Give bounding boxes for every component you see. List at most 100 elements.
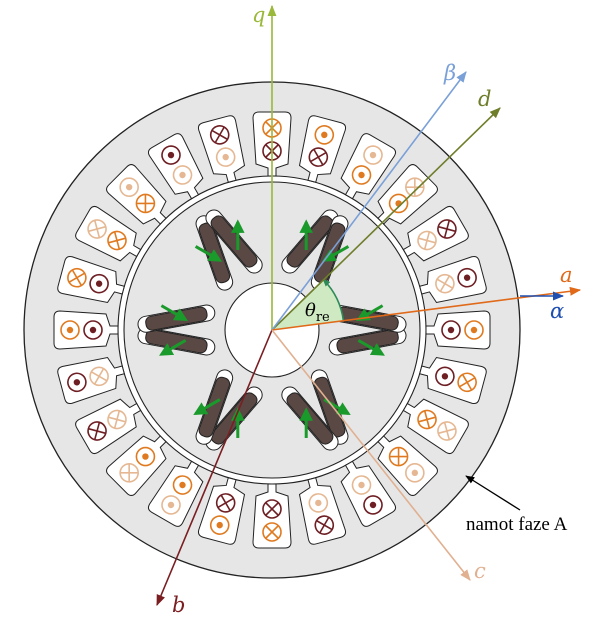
stator-slot (425, 310, 491, 350)
stator-slot (57, 356, 125, 405)
conductor-out (67, 372, 87, 393)
stator-slot (147, 133, 204, 200)
axis-c-label: c (474, 559, 486, 583)
conductor-out (308, 493, 329, 513)
conductor-out (388, 193, 409, 214)
axis-alpha-label: α (550, 299, 564, 323)
conductor-in (388, 446, 409, 467)
conductor-in (435, 273, 455, 294)
annotation-label: namot faze A (466, 514, 568, 535)
conductor-out (435, 366, 455, 387)
conductor-out (209, 515, 230, 535)
slot-opening (340, 133, 397, 200)
conductor-out (119, 177, 139, 197)
stator-slot (75, 205, 142, 262)
stator-slot (377, 435, 438, 496)
slot-opening (147, 133, 204, 200)
theta-re-sector (272, 279, 344, 330)
conductor-in (437, 421, 457, 441)
conductor-in (417, 230, 437, 251)
rotor-magnet (328, 327, 407, 356)
stator-slot (57, 255, 125, 304)
conductor-in (107, 409, 127, 430)
stator-slot (402, 205, 469, 262)
stator-slot (298, 477, 347, 545)
conductor-in (119, 463, 139, 483)
axis-c (271, 329, 471, 581)
stator-slot (340, 133, 397, 200)
slot-opening (75, 205, 142, 262)
conductor-out (161, 145, 181, 165)
conductor-in (405, 177, 425, 197)
conductor-in (262, 499, 282, 519)
stator-slot (75, 398, 142, 455)
conductor-out (363, 495, 383, 515)
slot-opening (402, 205, 469, 262)
conductor-out (161, 495, 181, 515)
conductor-out (215, 147, 236, 167)
axis-beta (271, 71, 467, 331)
axis-a-label: a (560, 263, 573, 287)
rotor-magnet (205, 209, 263, 274)
theta-re-label: θre (305, 300, 330, 325)
stator-slot (419, 356, 487, 405)
stator-slot (106, 435, 167, 496)
slot-opening (75, 398, 142, 455)
conductor-out (314, 125, 335, 145)
stator-slot (147, 460, 204, 527)
theta-re-arc (322, 278, 345, 321)
axis-b (156, 329, 273, 607)
conductor-in (135, 193, 156, 214)
slot-opening (340, 460, 397, 527)
conductor-out (60, 320, 80, 340)
flux-arrow (193, 398, 221, 415)
conductor-in (417, 409, 437, 430)
axis-d (271, 107, 501, 331)
conductor-in (314, 515, 335, 535)
conductor-in (67, 267, 87, 288)
stator-slot (106, 164, 167, 225)
stator-slot (197, 477, 246, 545)
flux-arrow (321, 245, 350, 262)
conductor-out (172, 475, 193, 495)
conductor-out (351, 475, 372, 495)
conductor-in (308, 147, 329, 167)
stator-slot (340, 460, 397, 527)
conductor-out (405, 463, 425, 483)
conductor-in (437, 219, 457, 239)
stator-slot (298, 115, 347, 183)
conductor-in (89, 366, 109, 387)
flux-arrow (159, 339, 187, 356)
slot-opening (147, 460, 204, 527)
reference-axes (156, 4, 582, 607)
conductor-out (83, 320, 103, 340)
flux-arrow (356, 304, 384, 321)
rotor-magnet (137, 327, 216, 356)
stator-slots (53, 111, 491, 549)
stator-slot (197, 115, 246, 183)
conductor-in (87, 219, 107, 239)
slot-opening (402, 398, 469, 455)
stator-slot (402, 398, 469, 455)
conductor-in (107, 230, 127, 251)
conductor-in (87, 421, 107, 441)
conductor-in (215, 493, 236, 513)
stator-slot (53, 310, 119, 350)
flux-arrow (194, 245, 223, 262)
conductor-out (172, 165, 193, 185)
conductor-in (262, 522, 282, 542)
conductor-out (457, 267, 477, 288)
axis-beta-label: β (443, 61, 456, 85)
conductor-out (464, 320, 484, 340)
conductor-out (135, 446, 156, 467)
stator-slot (252, 483, 292, 549)
flux-arrow (357, 339, 385, 356)
stator-slot (377, 164, 438, 225)
axis-q-label: q (252, 3, 265, 27)
conductor-out (363, 145, 383, 165)
conductor-in (457, 372, 477, 393)
stator-slot (419, 255, 487, 304)
annotation-arrow (465, 475, 521, 511)
flux-arrow (160, 304, 188, 321)
